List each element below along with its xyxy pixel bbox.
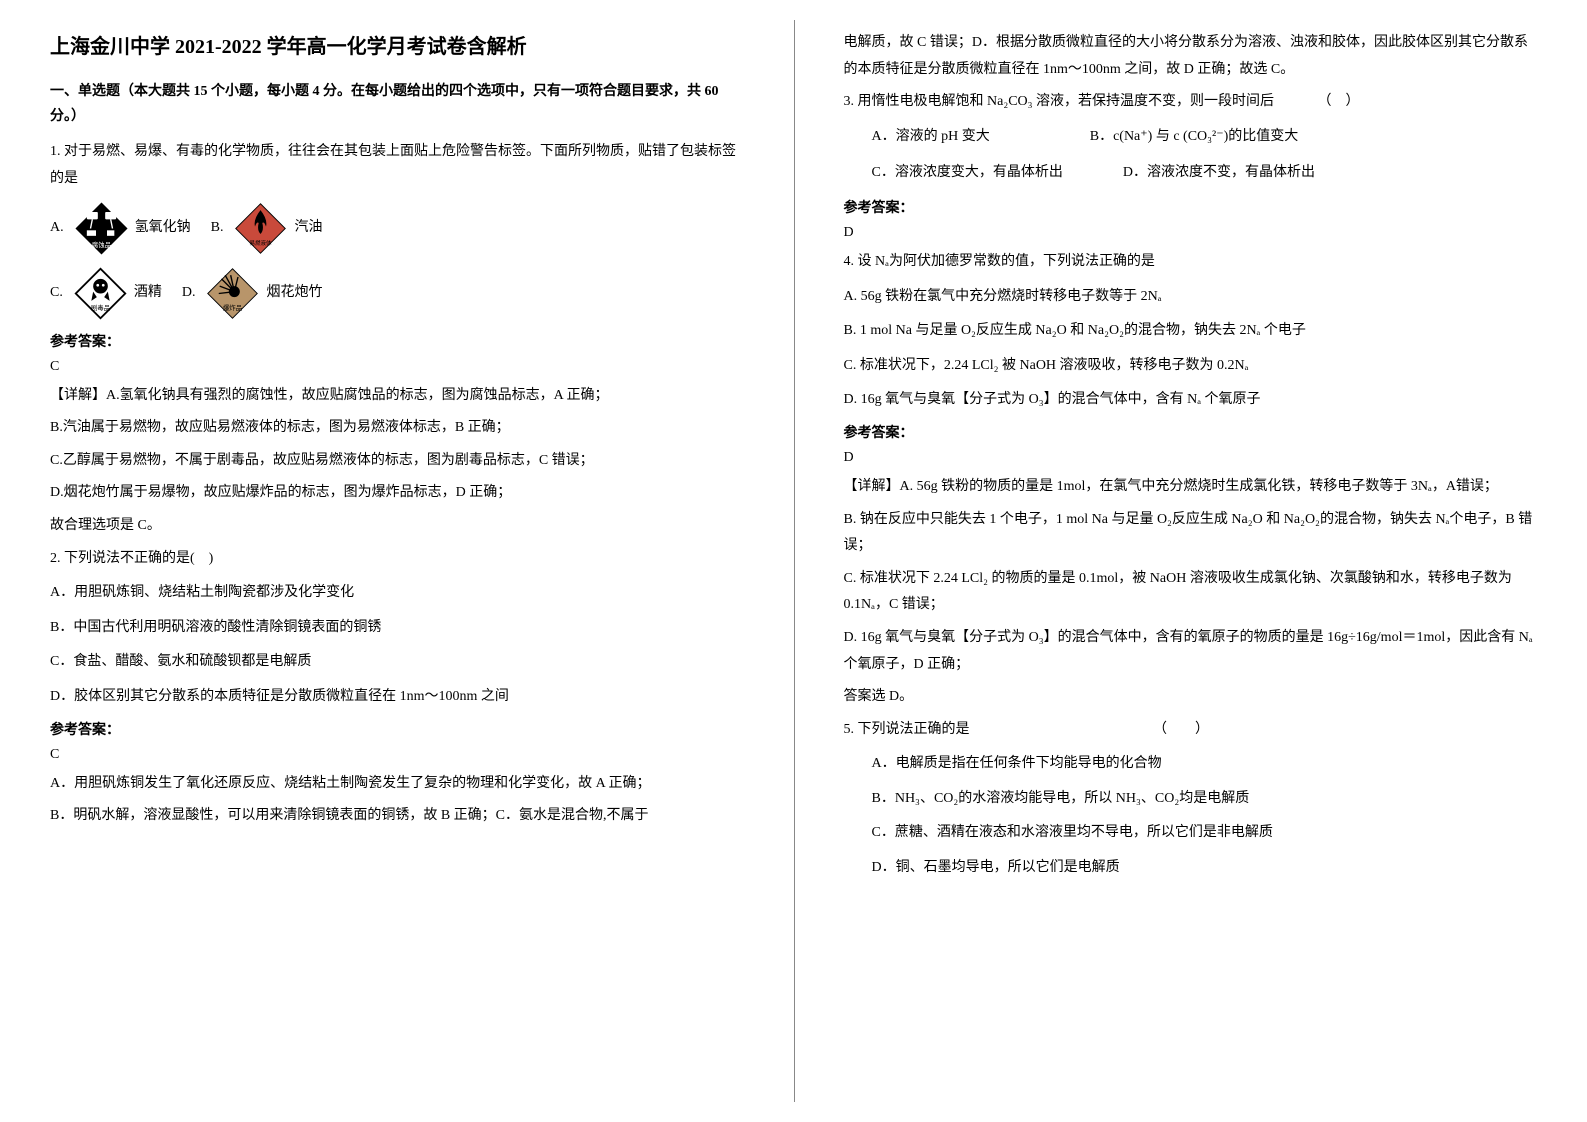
q4-exp-d: D. 16g 氧气与臭氧【分子式为 O₃】的混合气体中，含有的氧原子的物质的量是… bbox=[844, 625, 1538, 678]
q2-stem: 2. 下列说法不正确的是( ) bbox=[50, 546, 744, 573]
q2-exp-a: A．用胆矾炼铜发生了氧化还原反应、烧结粘土制陶瓷发生了复杂的物理和化学变化，故 … bbox=[50, 771, 744, 798]
q3-optC: C．溶液浓度变大，有晶体析出 bbox=[872, 160, 1063, 187]
q1-exp-end: 故合理选项是 C。 bbox=[50, 513, 744, 540]
explosive-icon: 爆炸品 bbox=[205, 266, 260, 321]
q1-stem: 1. 对于易燃、易爆、有毒的化学物质，往往会在其包装上面贴上危险警告标签。下面所… bbox=[50, 139, 744, 192]
q4-answer: D bbox=[844, 450, 1538, 466]
q5-stem: 5. 下列说法正确的是 （ ） bbox=[844, 717, 1538, 744]
q4-optA: A. 56g 铁粉在氯气中充分燃烧时转移电子数等于 2Nₐ bbox=[844, 284, 1538, 311]
q2-optB: B．中国古代利用明矾溶液的酸性清除铜镜表面的铜锈 bbox=[50, 615, 744, 642]
q5-optC: C．蔗糖、酒精在液态和水溶液里均不导电，所以它们是非电解质 bbox=[872, 820, 1538, 847]
q1-option-b: B. 易燃液体 汽油 bbox=[211, 201, 323, 256]
q3-optA: A．溶液的 pH 变大 bbox=[872, 124, 990, 151]
q2-optD: D．胶体区别其它分散系的本质特征是分散质微粒直径在 1nm～100nm 之间 bbox=[50, 684, 744, 711]
q1-option-c: C. 剧毒品 酒精 bbox=[50, 266, 162, 321]
q3-stem-text: 3. 用惰性电极电解饱和 Na₂CO₃ 溶液，若保持温度不变，则一段时间后 bbox=[844, 94, 1275, 109]
page-title: 上海金川中学 2021-2022 学年高一化学月考试卷含解析 bbox=[50, 30, 744, 59]
q5-optD: D．铜、石墨均导电，所以它们是电解质 bbox=[872, 855, 1538, 882]
col2-top: 电解质，故 C 错误；D．根据分散质微粒直径的大小将分散系分为溶液、浊液和胶体，… bbox=[844, 30, 1538, 83]
q1-optD-text: 烟花炮竹 bbox=[266, 280, 322, 305]
q3-stem: 3. 用惰性电极电解饱和 Na₂CO₃ 溶液，若保持温度不变，则一段时间后 （ … bbox=[844, 89, 1538, 116]
q1-exp-d: D.烟花炮竹属于易爆物，故应贴爆炸品的标志，图为爆炸品标志，D 正确； bbox=[50, 480, 744, 507]
q1-optC-letter: C. bbox=[50, 280, 63, 305]
q3-optB: B．c(Na⁺) 与 c (CO₃²⁻)的比值变大 bbox=[1090, 124, 1299, 151]
q2-answer: C bbox=[50, 747, 744, 763]
q4-optD: D. 16g 氧气与臭氧【分子式为 O₃】的混合气体中，含有 Nₐ 个氧原子 bbox=[844, 387, 1538, 414]
q1-answer-label: 参考答案： bbox=[50, 331, 744, 351]
q4-optC: C. 标准状况下，2.24 LCl₂ 被 NaOH 溶液吸收，转移电子数为 0.… bbox=[844, 353, 1538, 380]
q1-options-row-1: A. 腐蚀品 氢氧化钠 B. bbox=[50, 201, 744, 256]
toxic-icon: 剧毒品 bbox=[73, 266, 128, 321]
q4-answer-label: 参考答案： bbox=[844, 422, 1538, 442]
q4-stem: 4. 设 Nₐ为阿伏加德罗常数的值，下列说法正确的是 bbox=[844, 249, 1538, 276]
corrosive-icon: 腐蚀品 bbox=[74, 201, 129, 256]
q5-optA: A．电解质是指在任何条件下均能导电的化合物 bbox=[872, 751, 1538, 778]
svg-text:爆炸品: 爆炸品 bbox=[223, 303, 242, 312]
svg-text:剧毒品: 剧毒品 bbox=[91, 303, 110, 312]
q1-optC-text: 酒精 bbox=[134, 280, 162, 305]
q3-row1: A．溶液的 pH 变大 B．c(Na⁺) 与 c (CO₃²⁻)的比值变大 bbox=[872, 124, 1538, 151]
q1-optA-text: 氢氧化钠 bbox=[135, 215, 191, 240]
q1-optB-text: 汽油 bbox=[294, 215, 322, 240]
q1-option-a: A. 腐蚀品 氢氧化钠 bbox=[50, 201, 191, 256]
q5-blank: （ ） bbox=[1153, 722, 1209, 737]
q2-optC: C．食盐、醋酸、氨水和硫酸钡都是电解质 bbox=[50, 649, 744, 676]
right-column: 电解质，故 C 错误；D．根据分散质微粒直径的大小将分散系分为溶液、浊液和胶体，… bbox=[794, 0, 1587, 1122]
q2-optA: A．用胆矾炼铜、烧结粘土制陶瓷都涉及化学变化 bbox=[50, 580, 744, 607]
q1-optA-letter: A. bbox=[50, 215, 64, 240]
q4-exp-b: B. 钠在反应中只能失去 1 个电子，1 mol Na 与足量 O₂反应生成 N… bbox=[844, 507, 1538, 560]
q1-optB-letter: B. bbox=[211, 215, 224, 240]
q4-optB: B. 1 mol Na 与足量 O₂反应生成 Na₂O 和 Na₂O₂的混合物，… bbox=[844, 318, 1538, 345]
svg-text:易燃液体: 易燃液体 bbox=[250, 239, 273, 247]
q1-exp-a: 【详解】A.氢氧化钠具有强烈的腐蚀性，故应贴腐蚀品的标志，图为腐蚀品标志，A 正… bbox=[50, 383, 744, 410]
q3-blank: （ ） bbox=[1318, 94, 1360, 109]
svg-text:腐蚀品: 腐蚀品 bbox=[92, 239, 111, 248]
q1-options-row-2: C. 剧毒品 酒精 D. bbox=[50, 266, 744, 321]
q1-exp-b: B.汽油属于易燃物，故应贴易燃液体的标志，图为易燃液体标志，B 正确； bbox=[50, 415, 744, 442]
section-1-header: 一、单选题（本大题共 15 个小题，每小题 4 分。在每小题给出的四个选项中，只… bbox=[50, 79, 744, 129]
q5-optB: B．NH₃、CO₂的水溶液均能导电，所以 NH₃、CO₂均是电解质 bbox=[872, 786, 1538, 813]
q3-optD: D．溶液浓度不变，有晶体析出 bbox=[1123, 160, 1315, 187]
flammable-icon: 易燃液体 bbox=[233, 201, 288, 256]
q5-stem-text: 5. 下列说法正确的是 bbox=[844, 722, 970, 737]
q4-exp-c: C. 标准状况下 2.24 LCl₂ 的物质的量是 0.1mol，被 NaOH … bbox=[844, 566, 1538, 619]
q1-optD-letter: D. bbox=[182, 280, 196, 305]
q2-answer-label: 参考答案： bbox=[50, 719, 744, 739]
q4-exp-end: 答案选 D。 bbox=[844, 684, 1538, 711]
q1-option-d: D. 爆炸品 烟花炮竹 bbox=[182, 266, 323, 321]
q3-answer: D bbox=[844, 225, 1538, 241]
q1-exp-c: C.乙醇属于易燃物，不属于剧毒品，故应贴易燃液体的标志，图为剧毒品标志，C 错误… bbox=[50, 448, 744, 475]
q3-row2: C．溶液浓度变大，有晶体析出 D．溶液浓度不变，有晶体析出 bbox=[872, 160, 1538, 187]
q4-exp-a: 【详解】A. 56g 铁粉的物质的量是 1mol，在氯气中充分燃烧时生成氯化铁，… bbox=[844, 474, 1538, 501]
left-column: 上海金川中学 2021-2022 学年高一化学月考试卷含解析 一、单选题（本大题… bbox=[0, 0, 794, 1122]
q3-answer-label: 参考答案： bbox=[844, 197, 1538, 217]
q2-exp-b: B．明矾水解，溶液显酸性，可以用来清除铜镜表面的铜锈，故 B 正确；C．氨水是混… bbox=[50, 803, 744, 830]
q1-answer: C bbox=[50, 359, 744, 375]
